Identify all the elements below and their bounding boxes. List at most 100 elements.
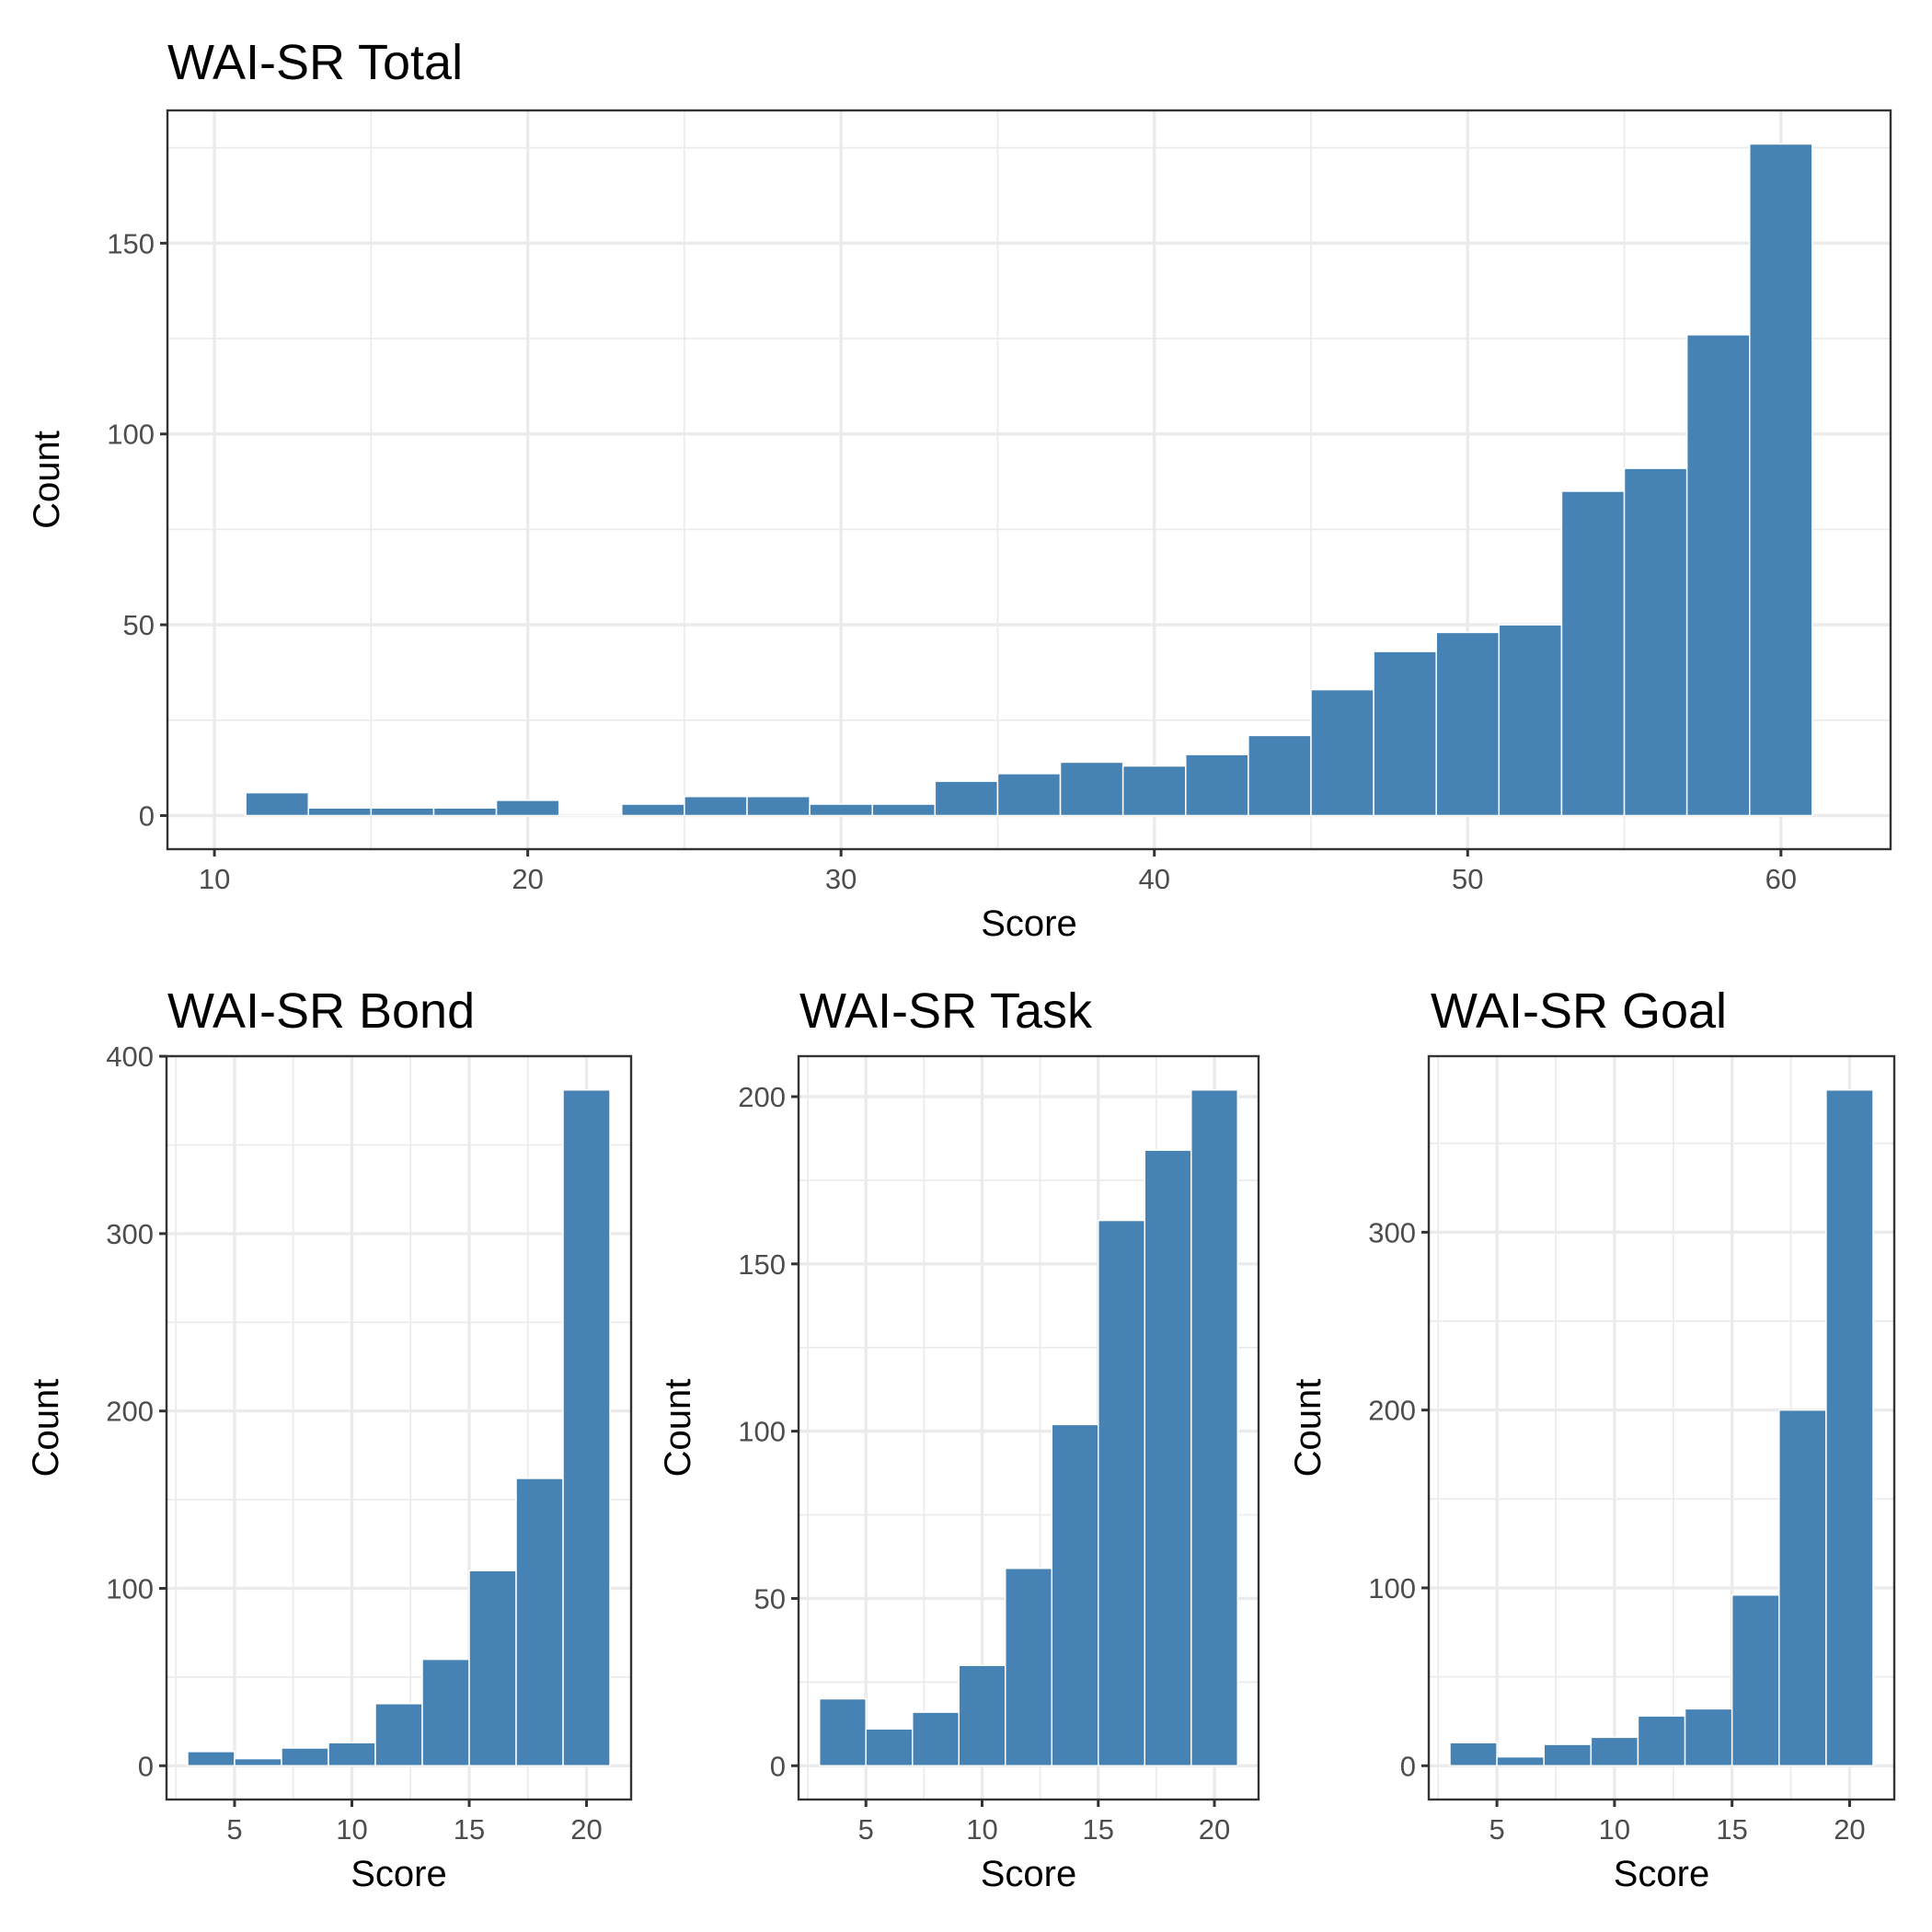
y-tick-label: 200	[738, 1081, 786, 1113]
x-tick-label: 20	[570, 1813, 602, 1846]
histogram-bar	[1731, 1593, 1780, 1767]
x-tick-label: 5	[858, 1813, 874, 1846]
y-tick-label: 100	[106, 1572, 154, 1604]
histogram-bar	[245, 791, 309, 817]
histogram-bar	[1637, 1715, 1686, 1767]
x-tick-label: 20	[1199, 1813, 1230, 1846]
histogram-bar	[1373, 650, 1437, 817]
panel-border	[166, 109, 1892, 851]
y-tick-label: 150	[107, 227, 155, 259]
x-tick-label: 5	[1489, 1813, 1504, 1846]
histogram-bar	[1449, 1742, 1498, 1767]
x-tick-label: 20	[512, 863, 543, 895]
histogram-bar	[1778, 1409, 1827, 1767]
histogram-bar	[307, 807, 373, 817]
histogram-bar	[1685, 334, 1751, 817]
axis-ticks: 0 50 100 150 200 5 10 15 20	[738, 1081, 1230, 1846]
histogram-bar	[958, 1664, 1006, 1767]
y-tick-label: 50	[754, 1582, 786, 1615]
chart-title: WAI-SR Goal	[1431, 983, 1727, 1039]
y-tick-label: 100	[1368, 1572, 1416, 1604]
histogram-bar	[515, 1478, 564, 1767]
histogram-bar	[1004, 1567, 1053, 1767]
histogram-bar	[1190, 1088, 1239, 1767]
x-tick-label: 10	[1599, 1813, 1630, 1846]
x-tick-label: 30	[825, 863, 857, 895]
bars	[245, 143, 1813, 817]
histogram-bar	[1590, 1736, 1639, 1767]
histogram-bar	[1248, 734, 1312, 817]
histogram-bar	[1185, 753, 1249, 817]
histogram-bar	[1623, 467, 1688, 817]
chart-title: WAI-SR Task	[799, 983, 1093, 1039]
histogram-bar	[871, 803, 937, 817]
panel-border	[797, 1054, 1260, 1801]
y-axis-title: Count	[658, 1379, 698, 1478]
histogram-bar	[911, 1711, 960, 1767]
histogram-bar	[432, 807, 498, 817]
histogram-bar	[1560, 490, 1626, 817]
x-tick-label: 15	[1716, 1813, 1747, 1846]
axis-ticks: 0 100 200 300 5 10 15 20	[1368, 1216, 1865, 1846]
histogram-bar	[562, 1088, 611, 1767]
histogram-bar	[1749, 143, 1813, 817]
x-axis-title: Score	[1614, 1854, 1710, 1894]
y-axis-title: Count	[26, 1379, 66, 1478]
x-axis-title: Score	[351, 1854, 447, 1894]
histogram-bar	[996, 773, 1062, 817]
chart-title: WAI-SR Bond	[167, 983, 475, 1039]
histogram-bar	[1310, 688, 1374, 817]
histogram-bar	[187, 1751, 236, 1767]
histogram-bar	[421, 1658, 470, 1767]
histogram-bar	[1496, 1755, 1545, 1767]
histogram-bar	[468, 1570, 517, 1767]
histogram-bar	[1684, 1708, 1733, 1767]
histogram-bar	[1435, 631, 1501, 817]
x-tick-label: 15	[1083, 1813, 1114, 1846]
x-axis-title: Score	[981, 1854, 1077, 1894]
histogram-bar	[1498, 624, 1563, 817]
y-tick-label: 300	[1368, 1216, 1416, 1248]
panel-border	[1427, 1054, 1896, 1801]
histogram-bar	[809, 803, 873, 817]
y-tick-label: 50	[123, 609, 155, 641]
histogram-bar	[374, 1703, 423, 1767]
y-axis-title: Count	[1288, 1379, 1328, 1478]
histogram-bar	[234, 1757, 282, 1767]
histogram-bar	[1051, 1423, 1099, 1767]
y-axis-title: Count	[27, 431, 67, 529]
x-tick-label: 10	[966, 1813, 997, 1846]
y-tick-label: 300	[106, 1218, 154, 1250]
y-tick-label: 0	[138, 1750, 154, 1782]
histogram-bar	[1121, 765, 1187, 817]
histogram-bar	[865, 1728, 914, 1767]
histogram-bar	[1825, 1088, 1874, 1767]
histogram-bar	[1144, 1149, 1192, 1767]
bars	[1449, 1088, 1874, 1767]
histogram-bar	[1059, 761, 1124, 817]
y-tick-label: 200	[1368, 1395, 1416, 1427]
panel-task: WAI-SR Task 0 50 100 150 200 5 10 15 20 Score Co…	[658, 983, 1260, 1894]
y-tick-label: 150	[738, 1248, 786, 1281]
x-tick-label: 20	[1834, 1813, 1865, 1846]
bars	[187, 1088, 611, 1767]
histogram-bar	[370, 807, 435, 817]
y-tick-label: 400	[106, 1041, 154, 1073]
panel-goal: WAI-SR Goal 0 100 200 300 5 10 15 20 Score Coun…	[1288, 983, 1896, 1894]
panel-border	[165, 1054, 633, 1801]
panel-bond: WAI-SR Bond 0 100 200 300 400 5 10 15 20 Score C…	[26, 983, 633, 1894]
bars	[818, 1088, 1239, 1767]
x-tick-label: 40	[1138, 863, 1169, 895]
histogram-bar	[1543, 1743, 1593, 1767]
x-tick-label: 60	[1765, 863, 1797, 895]
x-axis-title: Score	[981, 903, 1077, 944]
histogram-bar	[934, 780, 999, 817]
y-tick-label: 0	[139, 800, 155, 833]
histogram-bar	[281, 1747, 329, 1767]
panel-total: WAI-SR Total 0 50 100 150 10 20 30 40 50 60 Score…	[27, 35, 1892, 944]
histogram-bar	[746, 796, 811, 817]
y-tick-label: 0	[1400, 1750, 1416, 1782]
histogram-bar	[818, 1697, 867, 1767]
